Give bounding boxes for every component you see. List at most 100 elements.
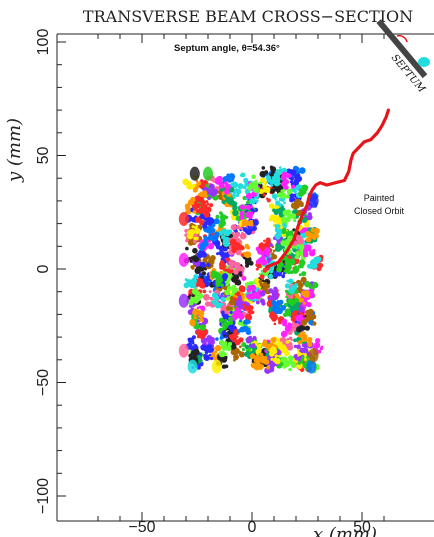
particle: [299, 347, 305, 352]
particle: [196, 306, 200, 310]
particle: [266, 197, 269, 200]
particle: [230, 224, 237, 231]
particle-cluster: [187, 359, 198, 374]
particle: [285, 239, 289, 242]
particle: [223, 236, 231, 244]
particle: [282, 272, 286, 275]
particle: [207, 196, 211, 200]
particle: [216, 273, 221, 278]
particle: [219, 220, 226, 227]
particle: [308, 284, 312, 288]
particle: [291, 299, 297, 305]
particle: [245, 351, 250, 356]
particle: [206, 262, 211, 268]
particle: [229, 259, 233, 263]
particle: [315, 338, 321, 344]
particle: [270, 296, 275, 300]
particle: [183, 179, 188, 184]
particle: [221, 200, 226, 205]
particle: [235, 249, 242, 256]
particle: [226, 296, 231, 301]
particle: [189, 343, 193, 347]
particle: [313, 237, 317, 241]
particle: [267, 297, 271, 301]
particle-cluster: [203, 166, 213, 181]
particle: [270, 184, 274, 187]
particle: [300, 203, 304, 207]
particle: [281, 199, 285, 202]
particle: [277, 228, 282, 233]
particle: [193, 236, 198, 241]
particle: [281, 274, 286, 279]
particle: [223, 352, 227, 356]
particle: [232, 278, 236, 282]
particle: [241, 224, 245, 228]
particle: [200, 206, 206, 212]
particle: [262, 282, 268, 287]
particle: [224, 335, 228, 339]
particle: [229, 266, 234, 270]
particle: [256, 267, 259, 271]
particle-cluster: [214, 175, 231, 195]
particle: [208, 183, 215, 190]
particle: [231, 333, 237, 339]
axis-tick-labels: −50 0 50 −100 −50 0 50 100: [35, 29, 371, 536]
particle: [199, 283, 205, 289]
particle: [191, 201, 195, 205]
particle-cluster: [226, 296, 239, 311]
particle: [211, 222, 216, 228]
particle: [201, 241, 207, 247]
particle: [206, 202, 210, 206]
particle: [299, 188, 302, 192]
particle: [261, 301, 266, 306]
particle: [272, 208, 276, 213]
particle: [278, 170, 283, 174]
particle: [273, 286, 278, 291]
particle: [201, 271, 207, 276]
particle: [240, 253, 244, 257]
particle: [222, 321, 229, 328]
septum-marker: SEPTUM: [376, 19, 430, 96]
particle: [290, 230, 294, 234]
particle: [252, 186, 260, 193]
particle: [275, 200, 281, 206]
particle: [219, 250, 225, 256]
particle: [239, 345, 242, 349]
particle: [282, 338, 287, 344]
particle: [249, 284, 257, 291]
particle: [288, 258, 296, 266]
particle: [266, 239, 271, 245]
particle: [278, 299, 284, 305]
particle-cluster: [280, 209, 297, 227]
particle: [309, 290, 313, 293]
particle: [242, 325, 249, 332]
particle: [239, 215, 244, 221]
particle: [245, 228, 252, 236]
particle-cluster: [189, 166, 200, 181]
y-axis-label: y (mm): [4, 118, 25, 183]
particle: [197, 334, 201, 339]
particle: [297, 235, 302, 240]
particle: [290, 176, 294, 181]
particle: [270, 357, 274, 361]
particle: [298, 273, 302, 277]
particle: [206, 346, 214, 353]
particle: [231, 240, 235, 244]
particle-cluster: [280, 171, 296, 190]
y-tick-label: 100: [35, 29, 52, 56]
particle: [293, 189, 297, 194]
particle: [189, 319, 195, 325]
particle: [201, 262, 206, 268]
particle: [265, 175, 272, 181]
particle: [223, 194, 227, 198]
particle: [184, 229, 189, 233]
particle: [199, 324, 206, 331]
particle-cluster: [178, 293, 189, 308]
particle: [294, 306, 300, 311]
particle: [298, 306, 305, 313]
particle: [189, 229, 196, 235]
particle: [213, 218, 220, 225]
orbit-label-line1: Painted: [364, 193, 395, 203]
particle: [306, 302, 312, 308]
